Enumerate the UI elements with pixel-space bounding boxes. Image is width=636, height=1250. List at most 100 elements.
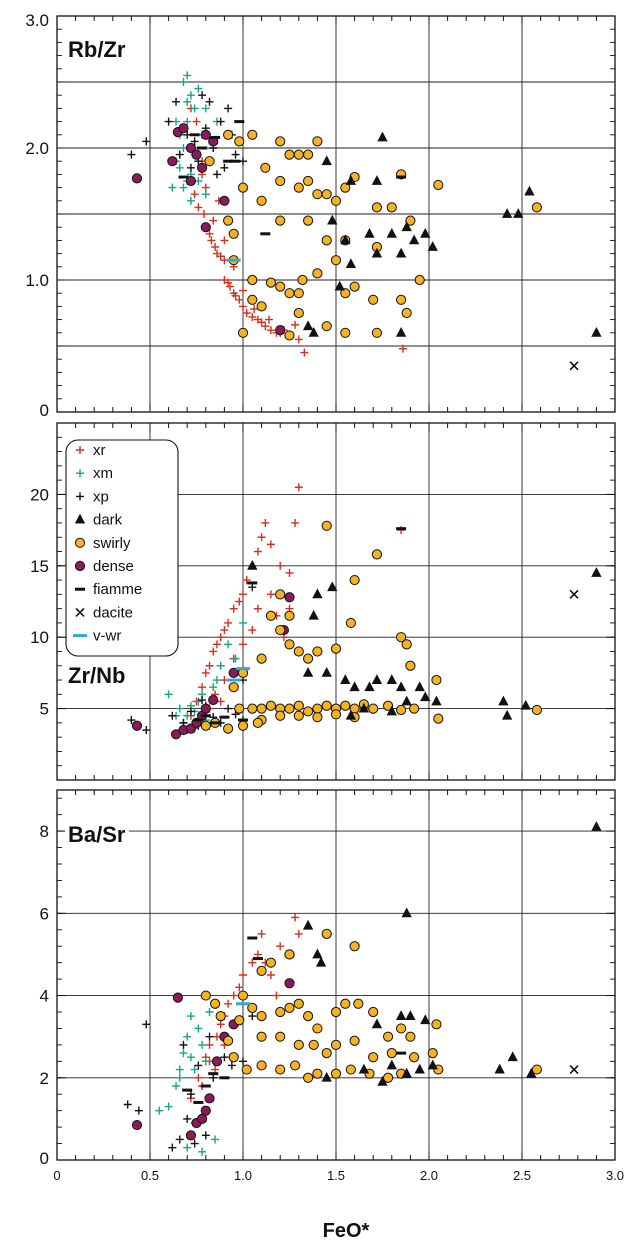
point-swirly xyxy=(531,704,542,716)
point-xm xyxy=(164,690,173,699)
panel-title-bg xyxy=(65,821,129,848)
y-tick-label: 6 xyxy=(40,904,49,923)
point-xm xyxy=(175,163,184,172)
point-dark xyxy=(315,956,327,967)
point-xr xyxy=(398,344,407,353)
y-tick-label: 2 xyxy=(40,1069,49,1088)
legend-marker-dacite xyxy=(75,607,85,617)
point-swirly xyxy=(431,674,442,686)
point-dark xyxy=(401,907,412,918)
point-xm xyxy=(183,1032,192,1041)
point-xr xyxy=(294,335,303,344)
point-xm xyxy=(183,1143,192,1152)
point-swirly xyxy=(312,1023,323,1034)
point-xr xyxy=(253,604,262,613)
point-xr xyxy=(212,640,221,649)
point-xp xyxy=(127,716,136,725)
point-xp xyxy=(220,1053,229,1062)
point-dark xyxy=(494,1063,505,1074)
point-dense xyxy=(196,162,208,173)
point-xr xyxy=(257,533,266,542)
point-swirly xyxy=(330,1068,342,1079)
point-swirly xyxy=(247,1002,258,1013)
point-xp xyxy=(168,711,177,720)
point-xr xyxy=(211,243,220,251)
legend: xr xm xp dark swirly dense fiamme dacite v-wr xyxy=(65,439,179,657)
point-xm xyxy=(198,1040,207,1049)
x-tick-label: 1.5 xyxy=(327,1168,345,1183)
point-swirly xyxy=(321,235,332,246)
y-tick-label: 15 xyxy=(30,557,49,576)
point-swirly xyxy=(382,1072,394,1083)
point-dark xyxy=(327,214,338,225)
point-swirly xyxy=(427,1048,438,1059)
point-dense xyxy=(131,720,143,731)
y-tick-label: 0 xyxy=(40,401,49,420)
point-dark xyxy=(312,948,323,959)
point-xp xyxy=(175,1135,184,1144)
y-tick-label: 10 xyxy=(30,628,49,647)
y-tick-label: 8 xyxy=(40,822,49,841)
point-swirly xyxy=(204,156,215,167)
point-xm xyxy=(155,1106,164,1115)
point-swirly xyxy=(303,706,314,717)
point-swirly xyxy=(321,1048,332,1059)
point-swirly xyxy=(223,215,234,226)
panel-ba-sr: 0 2 4 6 8 Ba/Sr xyxy=(40,789,616,1168)
point-dark xyxy=(371,175,383,185)
panel-title: Zr/Nb xyxy=(68,663,125,688)
point-swirly xyxy=(293,700,304,711)
point-xr xyxy=(239,971,247,979)
point-dense xyxy=(275,325,286,336)
point-xr xyxy=(276,942,285,951)
point-xp xyxy=(123,1100,132,1109)
point-swirly xyxy=(321,520,332,531)
legend-box xyxy=(65,439,179,657)
point-dark xyxy=(524,185,535,196)
point-xp xyxy=(205,97,214,106)
point-swirly xyxy=(345,1064,356,1075)
point-swirly xyxy=(340,182,351,193)
point-xr xyxy=(291,320,300,329)
point-swirly xyxy=(247,274,258,286)
point-xm xyxy=(175,704,184,713)
point-dark xyxy=(312,588,323,599)
point-xr xyxy=(294,483,303,492)
legend-label: xp xyxy=(93,488,109,505)
point-xr xyxy=(248,626,257,635)
point-dark xyxy=(358,702,370,713)
point-xp xyxy=(172,97,181,106)
point-swirly xyxy=(293,646,304,657)
legend-label: dark xyxy=(93,512,123,529)
point-dark xyxy=(386,674,397,684)
point-swirly xyxy=(321,700,332,711)
y-tick-label: 1.0 xyxy=(25,271,49,290)
point-xr xyxy=(266,326,275,335)
point-xr xyxy=(224,278,233,287)
point-xr xyxy=(248,312,257,321)
point-xm xyxy=(186,196,195,205)
y-tick-label: 2.0 xyxy=(25,139,49,158)
panel-title: Ba/Sr xyxy=(68,822,126,847)
x-tick-label: 1.0 xyxy=(234,1168,252,1183)
point-xr xyxy=(257,318,266,327)
point-swirly xyxy=(293,149,304,160)
point-xm xyxy=(201,104,210,113)
point-xp xyxy=(224,704,233,713)
point-swirly xyxy=(265,610,276,621)
point-xr xyxy=(225,282,234,291)
point-dark xyxy=(501,709,513,720)
point-swirly xyxy=(200,720,211,731)
point-swirly xyxy=(303,1072,314,1083)
legend-label: fiamme xyxy=(93,581,142,598)
point-swirly xyxy=(265,700,276,711)
point-swirly xyxy=(241,1064,252,1075)
point-swirly xyxy=(293,182,304,193)
point-xm xyxy=(194,697,203,706)
point-dense xyxy=(200,1105,211,1116)
point-xr xyxy=(248,958,257,967)
legend-marker-xm xyxy=(76,469,84,478)
point-dark xyxy=(401,1067,412,1078)
point-xp xyxy=(142,137,151,146)
